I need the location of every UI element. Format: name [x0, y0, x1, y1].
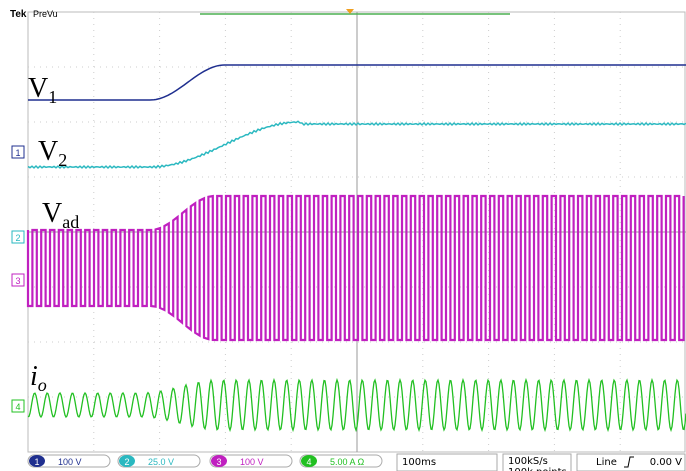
marker-box [11, 145, 25, 159]
channel-badge [301, 455, 317, 467]
trace-label: Vad [42, 198, 79, 232]
label-sub: o [38, 375, 47, 395]
channel-badge [119, 455, 135, 467]
trigger-level: 0.00 V [650, 457, 682, 468]
channel-pill [27, 454, 111, 468]
marker-label: 3 [15, 276, 20, 286]
trace-label: V2 [38, 136, 67, 170]
trace-3 [26, 194, 685, 342]
marker-box [11, 399, 25, 413]
channel-number: 1 [34, 457, 39, 467]
channel-scale: 100 V [240, 457, 264, 467]
channel-pill [117, 454, 201, 468]
trigger-box [576, 453, 686, 471]
waveforms [26, 64, 686, 433]
channel-number: 4 [306, 457, 311, 467]
channel-scale: 5.00 A Ω [330, 457, 365, 467]
label-main: V [28, 73, 48, 104]
trigger-marker [346, 9, 354, 14]
marker-box [11, 273, 25, 287]
sample-rate: 100kS/s [508, 456, 548, 467]
label-sub: 2 [58, 150, 67, 170]
acq-box [502, 453, 572, 471]
trigger-source: Line [596, 457, 617, 468]
brand: Tek [10, 9, 27, 20]
trigger-slope [624, 456, 634, 468]
marker-label: 1 [15, 148, 20, 158]
channel-scale: 100 V [58, 457, 82, 467]
label-sub: 1 [48, 87, 57, 107]
channel-pill [299, 454, 383, 468]
marker-label: 4 [15, 402, 20, 412]
record-length: 100k points [508, 467, 567, 471]
trace-label: V1 [28, 73, 57, 107]
mode: PreVu [33, 9, 58, 19]
label-sub: ad [62, 212, 79, 232]
trace-2 [27, 120, 686, 170]
marker-label: 2 [15, 233, 20, 243]
channel-markers: 1 2 3 4 [11, 145, 25, 413]
channel-scale: 25.0 V [148, 457, 174, 467]
channel-badge [29, 455, 45, 467]
channel-number: 3 [216, 457, 221, 467]
marker-box [11, 230, 25, 244]
trace-4 [27, 377, 686, 433]
label-main: i [30, 361, 38, 392]
trace-1 [28, 64, 686, 101]
timebase: 100ms [402, 457, 436, 468]
status-bar: 1 100 V 2 25.0 V 3 100 V 4 5.00 A Ω 100ms 100kS/s… [0, 453, 686, 471]
channel-badge [211, 455, 227, 467]
label-main: V [42, 198, 62, 229]
label-main: V [38, 136, 58, 167]
channel-pill [209, 454, 293, 468]
channel-number: 2 [124, 457, 129, 467]
trace-label: io [30, 361, 47, 395]
timebase-box [396, 453, 498, 471]
